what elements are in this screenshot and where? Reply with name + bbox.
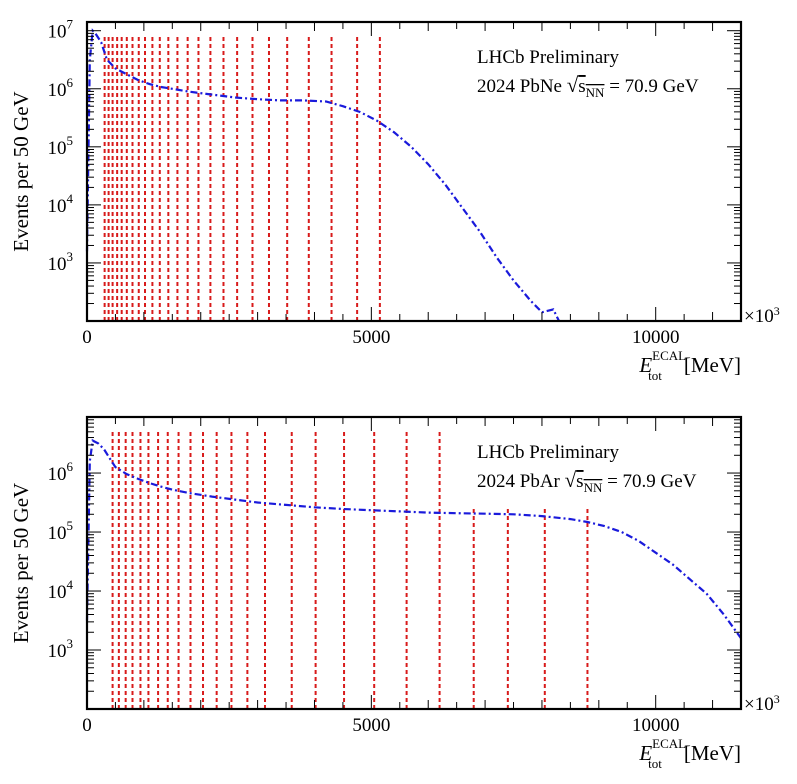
y-axis-label: Events per 50 GeV: [9, 483, 33, 643]
y-tick-label: 107: [48, 17, 74, 43]
chart-panel-2: 0 5000 10000 ×103 103 104 105 106 Events per 50 …: [9, 415, 780, 771]
y-tick-label: 106: [48, 75, 74, 101]
plot-frame: [85, 415, 743, 711]
y-tick-label: 105: [48, 133, 74, 159]
series-line: [85, 438, 742, 639]
x-multiplier: ×103: [744, 304, 780, 327]
annotation-system: 2024 PbAr √sNN = 70.9 GeV: [477, 468, 697, 495]
x-tick-label: 10000: [632, 715, 680, 736]
annotation-experiment: LHCb Preliminary: [477, 442, 619, 463]
y-tick-label: 105: [48, 518, 74, 544]
x-tick-label: 0: [82, 715, 92, 736]
annotation-experiment: LHCb Preliminary: [477, 47, 619, 68]
x-tick-label: 5000: [352, 715, 390, 736]
x-tick-label: 10000: [632, 327, 680, 348]
plot-frame: [85, 20, 743, 323]
x-tick-label: 0: [82, 327, 92, 348]
y-tick-label: 103: [48, 636, 74, 662]
x-axis-label: EECAL tot [MeV]: [638, 348, 741, 383]
y-tick-label: 106: [48, 459, 74, 485]
x-multiplier: ×103: [744, 692, 780, 715]
annotation-system: 2024 PbNe √sNN = 70.9 GeV: [477, 73, 699, 100]
y-tick-label: 104: [48, 191, 74, 217]
y-axis-label: Events per 50 GeV: [9, 91, 33, 251]
y-tick-label: 104: [48, 577, 74, 603]
y-tick-label: 103: [48, 249, 74, 275]
chart-panel-1: 0 5000 10000 ×103 103 104 105 106 107 Events per …: [9, 17, 780, 383]
x-tick-label: 5000: [352, 327, 390, 348]
x-axis-label: EECAL tot [MeV]: [638, 736, 741, 771]
series-line: [85, 28, 560, 322]
